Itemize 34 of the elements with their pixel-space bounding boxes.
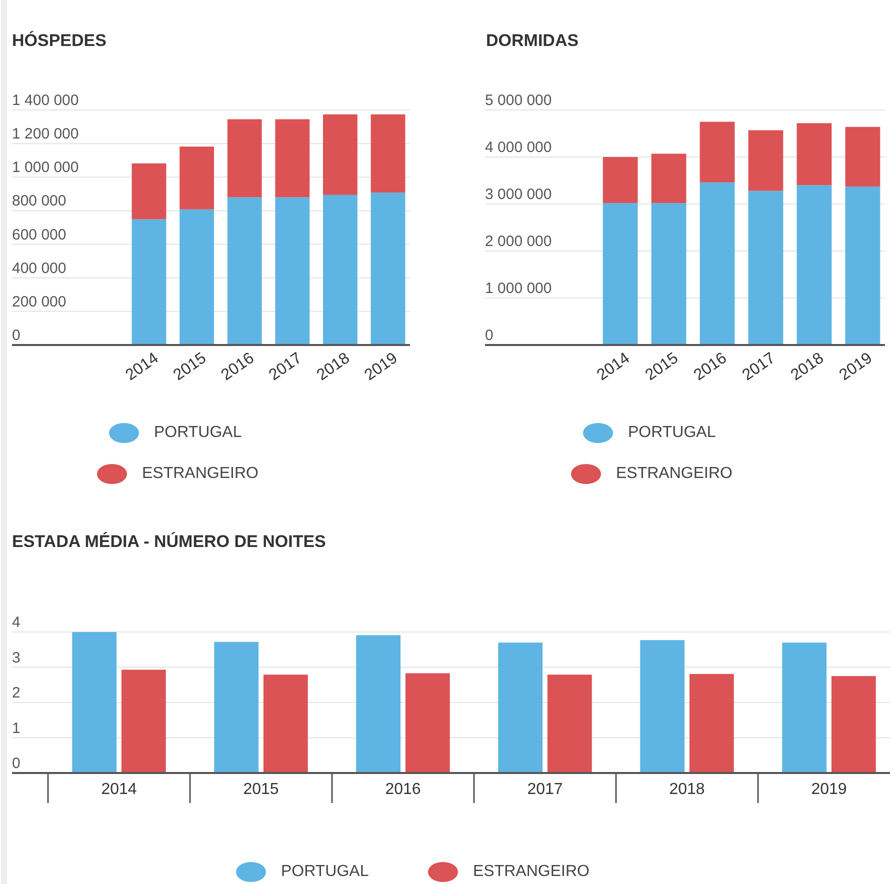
y-tick-label: 0 [12, 327, 20, 344]
chart-title: DORMIDAS [486, 31, 579, 50]
legend-label: PORTUGAL [281, 863, 369, 880]
legend-label: PORTUGAL [628, 424, 716, 442]
y-tick-label: 0 [12, 755, 20, 772]
y-tick-label: 1 400 000 [12, 92, 79, 109]
x-tick-label: 2017 [527, 781, 563, 798]
y-tick-label: 400 000 [12, 260, 66, 277]
y-tick-label: 1 000 000 [12, 159, 79, 176]
y-tick-label: 1 [12, 720, 20, 737]
y-tick-label: 200 000 [12, 293, 66, 310]
legend-label: PORTUGAL [154, 424, 242, 442]
x-tick-label: 2014 [101, 781, 137, 798]
y-tick-label: 2 000 000 [485, 233, 552, 250]
y-tick-label: 1 200 000 [12, 126, 79, 143]
legend-label: ESTRANGEIRO [142, 465, 258, 482]
y-tick-label: 2 [12, 684, 20, 702]
chart-title: ESTADA MÉDIA - NÚMERO DE NOITES [12, 531, 326, 551]
legend-label: ESTRANGEIRO [473, 863, 590, 880]
x-tick-label: 2015 [243, 781, 279, 798]
y-tick-label: 4 [12, 614, 20, 631]
y-tick-label: 800 000 [12, 192, 66, 210]
y-tick-label: 3 [12, 649, 20, 666]
y-tick-label: 4 000 000 [485, 139, 552, 156]
legend-label: ESTRANGEIRO [616, 465, 732, 482]
y-tick-label: 5 000 000 [485, 92, 552, 109]
x-tick-label: 2018 [669, 781, 705, 798]
x-tick-label: 2016 [385, 781, 421, 798]
chart-title: HÓSPEDES [12, 30, 106, 50]
y-tick-label: 0 [485, 327, 494, 344]
y-tick-label: 3 000 000 [485, 186, 552, 203]
y-tick-label: 600 000 [12, 226, 66, 244]
x-tick-label: 2019 [811, 781, 847, 798]
y-tick-label: 1 000 000 [485, 280, 552, 297]
